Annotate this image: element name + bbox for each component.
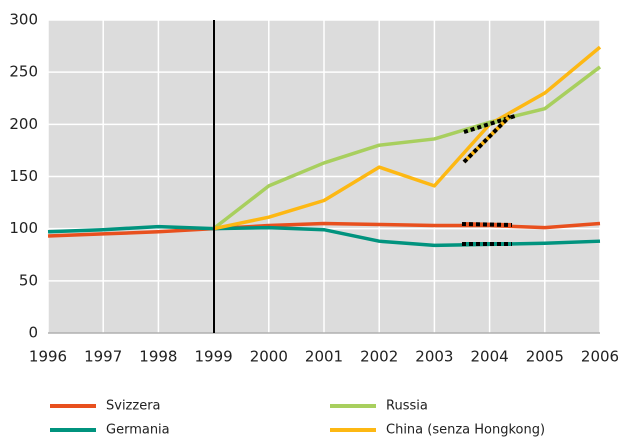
legend-label: Svizzera xyxy=(106,399,161,414)
legend-label: Germania xyxy=(106,423,170,438)
x-tick-label: 2002 xyxy=(360,348,398,366)
series-line xyxy=(212,65,602,231)
legend-label: China (senza Hongkong) xyxy=(386,423,545,438)
y-tick-label: 100 xyxy=(9,219,38,237)
x-tick-label: 2004 xyxy=(471,348,509,366)
x-tick-label: 1997 xyxy=(84,348,122,366)
x-tick-label: 1999 xyxy=(195,348,233,366)
legend-label: Russia xyxy=(386,399,428,414)
x-tick-label: 1996 xyxy=(29,348,67,366)
y-tick-label: 150 xyxy=(9,167,38,185)
x-tick-label: 2005 xyxy=(526,348,564,366)
break-markers xyxy=(461,114,516,246)
x-tick-label: 2001 xyxy=(305,348,343,366)
y-tick-label: 250 xyxy=(9,63,38,81)
series-line xyxy=(213,45,602,231)
y-tick-label: 50 xyxy=(19,271,38,289)
y-tick-label: 200 xyxy=(9,115,38,133)
x-tick-label: 2003 xyxy=(415,348,453,366)
x-tick-label: 1998 xyxy=(139,348,177,366)
x-tick-label: 2000 xyxy=(250,348,288,366)
y-tick-label: 0 xyxy=(28,324,38,342)
y-tick-label: 300 xyxy=(9,11,38,29)
x-tick-label: 2006 xyxy=(581,348,619,366)
